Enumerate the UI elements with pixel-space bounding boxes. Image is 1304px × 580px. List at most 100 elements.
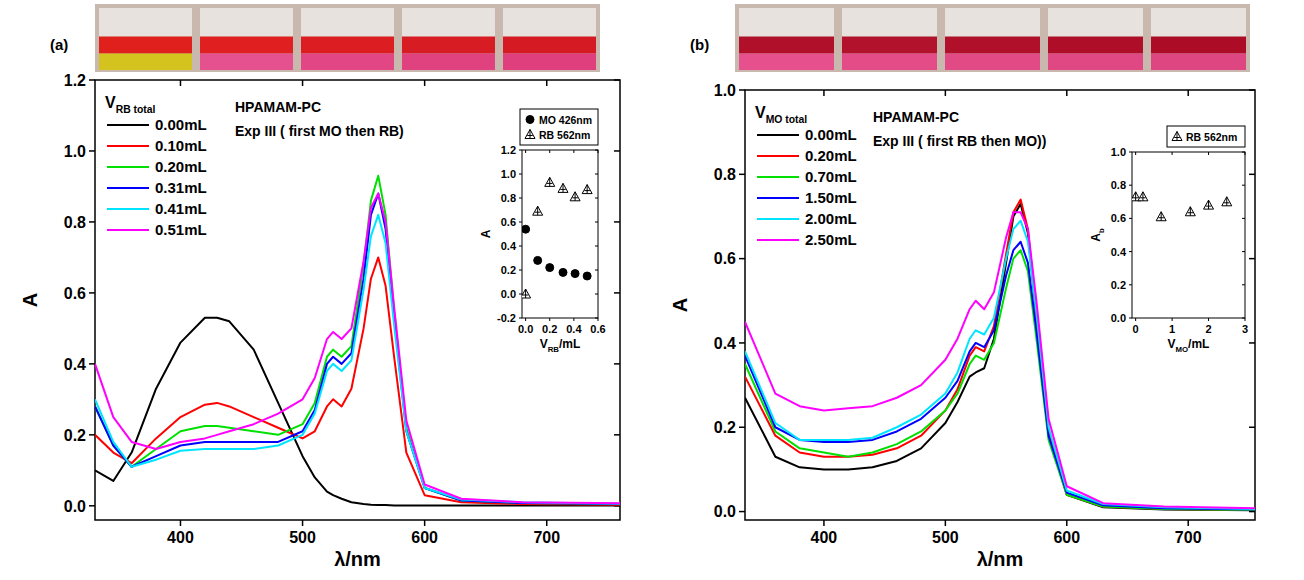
- vial-headspace: [1151, 8, 1246, 37]
- legend-label: 0.00mL: [155, 116, 207, 133]
- x-tick-label: 700: [533, 529, 560, 546]
- y-tick-label: 0.0: [501, 288, 516, 300]
- y-tick: [739, 89, 745, 91]
- legend-label: 2.00mL: [805, 210, 857, 227]
- legend-swatch: [107, 187, 149, 189]
- plot-frame: [522, 150, 598, 318]
- y-tick: [89, 434, 95, 436]
- legend-swatch: [757, 134, 799, 136]
- y-tick: [739, 174, 745, 176]
- vial-upper-phase: [200, 37, 293, 54]
- x-tick-top: [1066, 90, 1068, 96]
- spectrum-line: [745, 242, 1255, 510]
- vial-lower-phase: [842, 54, 937, 70]
- chart-title: HPAMAM-PC: [235, 99, 321, 115]
- x-tick-label: 0.6: [590, 323, 605, 335]
- y-tick-label: 0.8: [501, 192, 516, 204]
- y-tick-label: 0.2: [501, 264, 516, 276]
- x-tick-label: 500: [932, 529, 959, 546]
- y-axis-title-main: A: [1089, 233, 1103, 242]
- vial-upper-phase: [301, 37, 394, 54]
- vial-lower-phase: [945, 54, 1040, 70]
- vial-upper-phase: [945, 37, 1040, 54]
- y-tick-label: 0.2: [64, 427, 86, 444]
- marker-triangle: [1222, 197, 1232, 206]
- x-tick-label: 600: [411, 529, 438, 546]
- legend-swatch: [757, 155, 799, 157]
- y-tick: [739, 258, 745, 260]
- x-tick-label: 0.4: [566, 323, 582, 335]
- x-tick-label: 1: [1169, 323, 1175, 335]
- inset-chart: 01230.00.20.40.60.81.0VMO/mLAbRB 562nm: [1089, 126, 1248, 354]
- y-axis-title: A: [479, 229, 493, 238]
- legend-label: MO 426nm: [539, 114, 592, 126]
- legend-title-sub: MO total: [766, 114, 808, 125]
- figure: 4005006007000.00.20.40.60.81.01.2λ/nmAVR…: [0, 0, 1304, 580]
- vial-upper-phase: [1048, 37, 1143, 54]
- legend-label: 0.10mL: [155, 137, 207, 154]
- marker-circle: [534, 256, 542, 264]
- marker-triangle: [1204, 200, 1214, 209]
- vial-headspace: [945, 8, 1040, 37]
- legend-label: 0.41mL: [155, 200, 207, 217]
- data-area: [745, 200, 1255, 511]
- legend-swatch: [757, 239, 799, 241]
- x-tick: [302, 520, 304, 526]
- vial-upper-phase: [739, 37, 834, 54]
- y-tick-label: 0.6: [1111, 212, 1126, 224]
- vial-headspace: [503, 8, 596, 37]
- y-tick-label: 1.0: [64, 143, 86, 160]
- marker-triangle: [582, 185, 592, 194]
- chart-title: HPAMAM-PC: [873, 109, 959, 125]
- y-tick: [739, 427, 745, 429]
- x-tick-label: 600: [1053, 529, 1080, 546]
- x-axis-title-after: /mL: [1188, 337, 1209, 351]
- chart-title: Exp III ( first RB then MO)): [873, 133, 1046, 149]
- y-tick: [89, 150, 95, 152]
- vial-headspace: [739, 8, 834, 37]
- legend-title-main: V: [755, 104, 766, 121]
- y-tick: [739, 511, 745, 513]
- legend-title: VRB total: [105, 94, 156, 115]
- data-area: [522, 177, 592, 298]
- y-tick-label: 0.4: [714, 335, 736, 352]
- y-tick: [89, 292, 95, 294]
- vial-upper-phase: [402, 37, 495, 54]
- y-tick-label: 1.2: [64, 72, 86, 89]
- y-tick-label: 0.0: [64, 498, 86, 515]
- spectrum-line: [95, 318, 620, 506]
- legend-label: RB 562nm: [1186, 131, 1237, 143]
- x-tick: [180, 520, 182, 526]
- legend-label: RB 562nm: [539, 129, 590, 141]
- x-tick-label: 0.0: [518, 323, 533, 335]
- x-tick-top: [302, 80, 304, 86]
- vial-headspace: [842, 8, 937, 37]
- y-tick-right: [614, 292, 620, 294]
- y-tick-label: 1.2: [501, 144, 516, 156]
- vial-headspace: [200, 8, 293, 37]
- x-tick-label: 0.2: [542, 323, 557, 335]
- legend-title-sub: RB total: [116, 104, 156, 115]
- y-tick-label: 0.6: [501, 216, 516, 228]
- legend-swatch: [107, 208, 149, 210]
- legend-box: [520, 109, 598, 145]
- x-tick: [1066, 520, 1068, 526]
- x-tick-label: 0: [1133, 323, 1139, 335]
- vial-lower-phase: [200, 54, 293, 70]
- y-tick-label: -0.2: [497, 312, 516, 324]
- legend-title-main: V: [105, 94, 116, 111]
- marker-triangle: [545, 177, 555, 186]
- vial-upper-phase: [99, 37, 192, 54]
- marker-triangle: [558, 183, 568, 192]
- y-tick-label: 0.2: [1111, 279, 1126, 291]
- chart-panel: 4005006007000.00.20.40.60.81.01.2λ/nmAVR…: [19, 36, 620, 570]
- x-tick: [1187, 520, 1189, 526]
- legend-marker: [1172, 132, 1182, 141]
- x-tick-label: 2: [1205, 323, 1211, 335]
- legend-label: 0.00mL: [805, 126, 857, 143]
- x-tick-label: 400: [811, 529, 838, 546]
- y-tick-label: 0.4: [64, 356, 86, 373]
- x-tick-label: 700: [1175, 529, 1202, 546]
- x-axis-title: VRB/mL: [540, 337, 581, 354]
- x-tick: [546, 520, 548, 526]
